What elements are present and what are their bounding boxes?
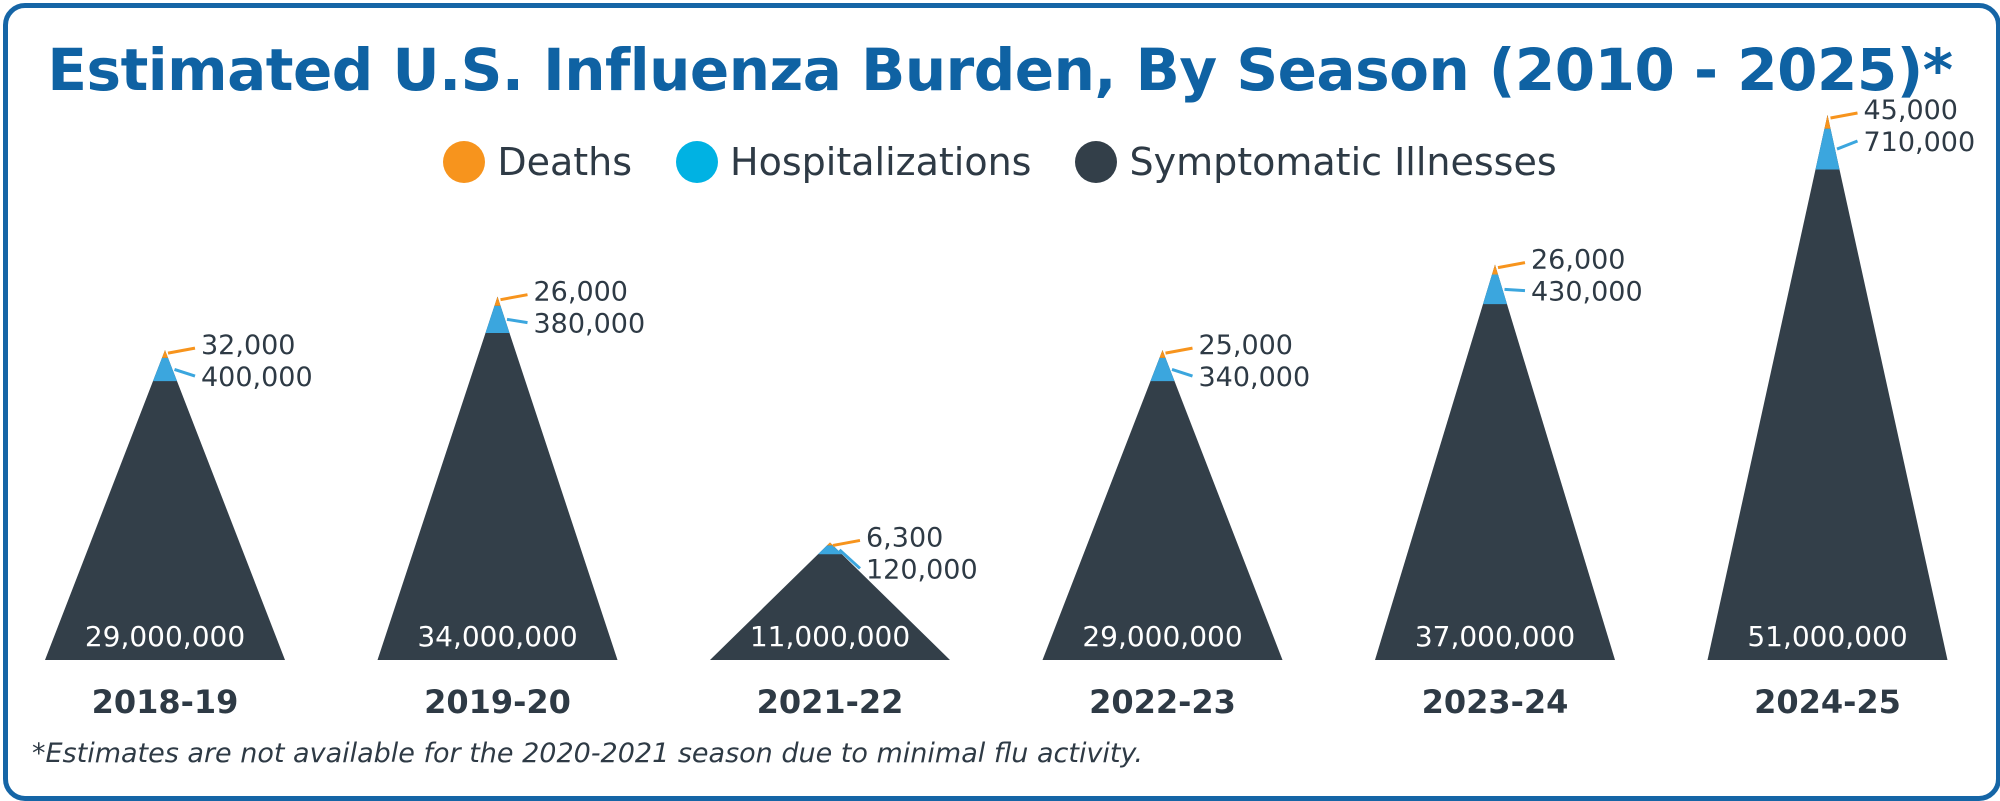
- peak-illnesses-2022-23: [1042, 350, 1283, 660]
- peak-deaths-2023-24: [1492, 264, 1498, 275]
- peak-illnesses-2021-22: [710, 542, 950, 660]
- label-illnesses-2021-22: 11,000,000: [750, 620, 910, 653]
- leader-hospitalizations-2019-20: [506, 317, 528, 325]
- category-label-2024-25: 2024-25: [1754, 683, 1901, 721]
- label-deaths-2018-19: 32,000: [201, 330, 295, 361]
- peak-illnesses-2023-24: [1375, 264, 1615, 660]
- legend-item-hospitalizations: Hospitalizations: [676, 140, 1031, 184]
- leader-deaths-2021-22: [832, 538, 861, 547]
- peak-hospitalizations-2024-25: [1815, 128, 1840, 170]
- category-label-2023-24: 2023-24: [1422, 683, 1569, 721]
- peak-illnesses-2024-25: [1707, 115, 1948, 660]
- category-label-2019-20: 2019-20: [424, 683, 571, 721]
- legend: Deaths Hospitalizations Symptomatic Illn…: [0, 140, 2000, 184]
- label-deaths-2019-20: 26,000: [534, 277, 628, 308]
- legend-swatch-symptomatic-illnesses: [1075, 141, 1118, 183]
- peak-deaths-2019-20: [494, 296, 501, 306]
- label-illnesses-2019-20: 34,000,000: [417, 620, 577, 653]
- leader-hospitalizations-2022-23: [1171, 368, 1193, 378]
- leader-deaths-2024-25: [1830, 111, 1858, 120]
- legend-swatch-hospitalizations: [676, 141, 719, 183]
- label-illnesses-2024-25: 51,000,000: [1747, 620, 1907, 653]
- label-deaths-2023-24: 26,000: [1531, 245, 1625, 276]
- legend-label-symptomatic-illnesses: Symptomatic Illnesses: [1129, 140, 1557, 184]
- peak-deaths-2021-22: [827, 542, 833, 546]
- leader-deaths-2019-20: [500, 293, 528, 302]
- peak-deaths-2024-25: [1824, 115, 1831, 129]
- leader-deaths-2022-23: [1165, 346, 1193, 355]
- label-deaths-2024-25: 45,000: [1864, 95, 1958, 126]
- label-hospitalizations-2021-22: 120,000: [866, 554, 978, 585]
- peak-deaths-2022-23: [1159, 350, 1166, 358]
- peak-hospitalizations-2018-19: [153, 357, 177, 382]
- label-deaths-2021-22: 6,300: [866, 522, 943, 553]
- label-illnesses-2022-23: 29,000,000: [1082, 620, 1242, 653]
- label-hospitalizations-2023-24: 430,000: [1531, 277, 1643, 308]
- label-hospitalizations-2019-20: 380,000: [534, 309, 646, 340]
- leader-hospitalizations-2018-19: [174, 368, 196, 378]
- peak-hospitalizations-2019-20: [485, 305, 510, 333]
- leader-deaths-2018-19: [167, 346, 196, 355]
- label-deaths-2022-23: 25,000: [1199, 330, 1293, 361]
- legend-item-symptomatic-illnesses: Symptomatic Illnesses: [1075, 140, 1557, 184]
- chart-title: Estimated U.S. Influenza Burden, By Seas…: [47, 36, 1953, 104]
- category-label-2022-23: 2022-23: [1089, 683, 1236, 721]
- label-illnesses-2018-19: 29,000,000: [85, 620, 245, 653]
- label-hospitalizations-2018-19: 400,000: [201, 362, 313, 393]
- peak-deaths-2018-19: [162, 350, 168, 358]
- peak-illnesses-2018-19: [45, 350, 285, 660]
- legend-label-hospitalizations: Hospitalizations: [730, 140, 1032, 184]
- label-hospitalizations-2022-23: 340,000: [1199, 362, 1311, 393]
- peak-hospitalizations-2021-22: [818, 545, 842, 555]
- category-label-2021-22: 2021-22: [757, 683, 904, 721]
- leader-hospitalizations-2021-22: [838, 548, 862, 570]
- leader-hospitalizations-2024-25: [1836, 139, 1859, 151]
- peak-hospitalizations-2022-23: [1150, 357, 1175, 382]
- footnote: *Estimates are not available for the 202…: [32, 738, 1143, 769]
- peak-illnesses-2019-20: [377, 296, 618, 660]
- leader-hospitalizations-2023-24: [1504, 287, 1526, 293]
- legend-label-deaths: Deaths: [497, 140, 633, 184]
- peak-hospitalizations-2023-24: [1483, 274, 1507, 305]
- legend-swatch-deaths: [443, 141, 486, 183]
- chart-frame: [3, 3, 2000, 801]
- leader-deaths-2023-24: [1497, 261, 1526, 270]
- label-hospitalizations-2024-25: 710,000: [1864, 127, 1976, 158]
- label-illnesses-2023-24: 37,000,000: [1415, 620, 1575, 653]
- category-label-2018-19: 2018-19: [92, 683, 239, 721]
- legend-item-deaths: Deaths: [443, 140, 632, 184]
